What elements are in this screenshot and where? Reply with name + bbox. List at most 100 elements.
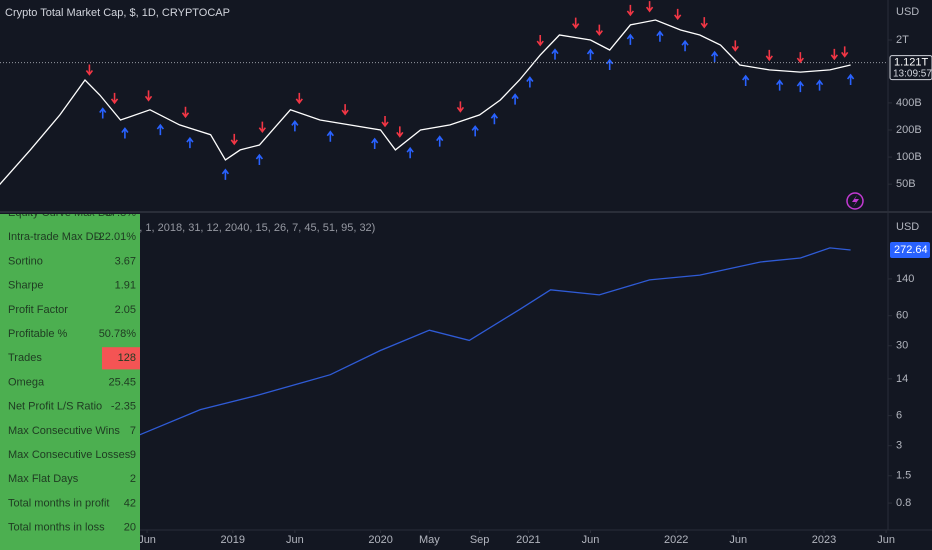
x-tick-label: Jun	[582, 534, 600, 546]
sell-arrow	[295, 92, 303, 105]
y-tick-label: 2T	[896, 34, 909, 46]
sell-arrow	[765, 49, 773, 62]
buy-arrow	[526, 76, 534, 88]
last-value: 272.64	[894, 244, 928, 256]
x-tick-label: Jun	[286, 534, 304, 546]
buy-arrow	[742, 74, 750, 86]
buy-arrow	[406, 146, 414, 159]
sell-arrow	[700, 17, 708, 29]
stat-value: 3.67	[115, 255, 136, 267]
sell-arrow	[181, 106, 190, 119]
stat-label: Sortino	[8, 255, 43, 267]
buy-arrow	[326, 130, 334, 142]
stat-label: Max Consecutive Wins	[8, 425, 120, 437]
y-tick-label: 6	[896, 410, 902, 422]
stat-label: Omega	[8, 376, 45, 388]
sell-arrow	[796, 52, 804, 64]
stat-label: Sharpe	[8, 280, 43, 292]
x-tick-label: 2019	[221, 534, 245, 546]
sell-arrow	[456, 101, 465, 113]
stat-value: 42	[124, 497, 136, 509]
buy-arrow	[511, 93, 519, 105]
sell-arrow	[645, 1, 654, 13]
sell-arrow	[626, 4, 635, 17]
stats-table: Equity Curve Max DD-37.8% Intra-trade Max…	[0, 207, 140, 550]
y-tick-label: 400B	[896, 97, 922, 109]
price-line	[139, 247, 851, 436]
stat-value: 2	[130, 473, 136, 485]
buy-arrow	[681, 39, 689, 52]
last-price: 1.121T	[894, 57, 929, 69]
stat-value: 20	[124, 522, 136, 534]
stat-value: 128	[118, 352, 136, 364]
buy-arrow	[471, 125, 479, 137]
sell-arrow	[674, 8, 682, 21]
last-value-badge	[890, 242, 930, 259]
sell-arrow	[572, 17, 580, 29]
sell-arrow	[258, 121, 266, 134]
x-tick-label: 2021	[516, 534, 540, 546]
y-tick-label: 1.5	[896, 470, 911, 482]
sell-arrow	[230, 133, 238, 146]
stat-value: 25.45	[108, 376, 136, 388]
sell-arrow	[841, 46, 849, 58]
price-line	[0, 19, 851, 186]
highlight-cell	[102, 347, 140, 370]
buy-arrow	[371, 137, 379, 149]
x-tick-label: 2023	[812, 534, 836, 546]
sell-arrow	[381, 115, 389, 128]
sell-arrow	[830, 48, 838, 61]
sell-arrow	[341, 104, 349, 116]
stat-label: Max Flat Days	[8, 473, 79, 485]
buy-arrow	[156, 123, 165, 136]
sell-arrow	[110, 92, 119, 105]
y-tick-label: 3	[896, 440, 902, 452]
alert-icon[interactable]	[846, 192, 864, 210]
stat-label: Trades	[8, 352, 42, 364]
buy-arrow	[586, 48, 595, 60]
buy-arrow	[626, 33, 635, 45]
stat-label: Total months in loss	[8, 522, 105, 534]
stat-value: 2.05	[115, 304, 136, 316]
stat-label: Profitable %	[8, 328, 68, 340]
buy-arrow	[255, 153, 264, 166]
x-tick-label: Jun	[877, 534, 895, 546]
buy-arrow	[815, 79, 824, 91]
chart-title: Crypto Total Market Cap, $, 1D, CRYPTOCA…	[5, 7, 230, 19]
sell-arrow	[144, 90, 153, 102]
x-tick-label: Jun	[138, 534, 156, 546]
stat-value: -2.35	[111, 401, 136, 413]
buy-arrow	[186, 136, 194, 149]
sell-arrow	[595, 24, 603, 36]
buy-arrow	[710, 50, 719, 63]
stat-label: Net Profit L/S Ratio	[8, 401, 102, 413]
x-tick-label: Jun	[729, 534, 747, 546]
stat-value: 9	[130, 449, 136, 461]
stat-label: Profit Factor	[8, 304, 68, 316]
last-price-badge	[889, 55, 932, 81]
unit-label: USD	[896, 6, 919, 18]
unit-label: USD	[896, 221, 919, 233]
buy-arrow	[291, 120, 299, 132]
stat-label: Total months in profit	[8, 497, 110, 509]
buy-arrow	[490, 112, 499, 125]
alert-bolt	[852, 195, 859, 207]
y-tick-label: 50B	[896, 178, 916, 190]
y-tick-label: 60	[896, 310, 908, 322]
x-tick-label: Sep	[470, 534, 490, 546]
y-tick-label: 100B	[896, 151, 922, 163]
buy-arrow	[551, 48, 559, 60]
buy-arrow	[606, 58, 614, 70]
x-tick-label: 2020	[368, 534, 392, 546]
y-tick-label: 0.8	[896, 497, 911, 509]
stat-label: Equity Curve Max DD	[8, 207, 114, 219]
buy-arrow	[121, 127, 129, 139]
stat-value: 7	[130, 425, 136, 437]
y-tick-label: 14	[896, 373, 908, 385]
buy-arrow	[656, 30, 664, 42]
buy-arrow	[99, 107, 107, 119]
sell-arrow	[536, 35, 544, 47]
x-tick-label: May	[419, 534, 440, 546]
sell-arrow	[396, 126, 404, 138]
